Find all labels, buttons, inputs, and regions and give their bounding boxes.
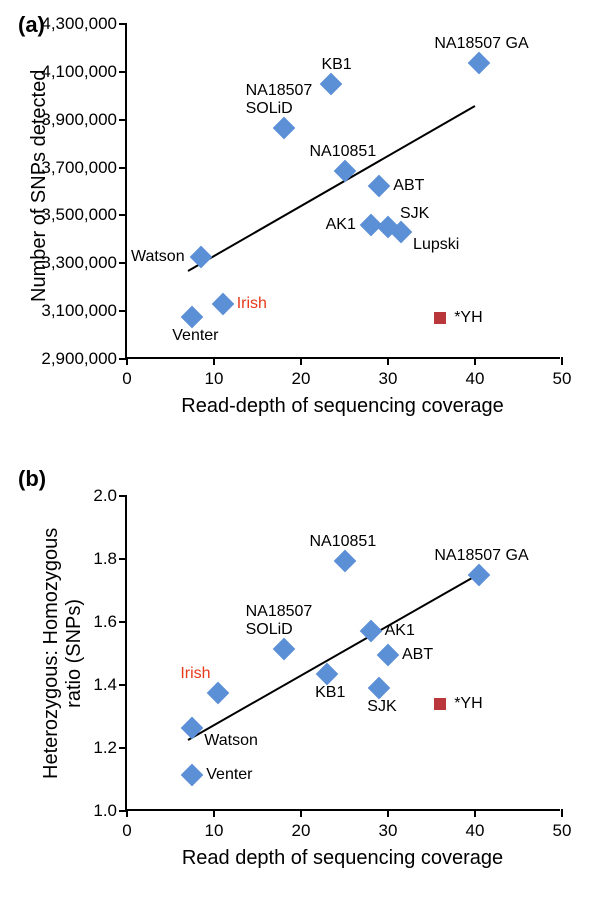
data-point-label: SJK [400, 205, 429, 223]
data-point-label: NA10851 [310, 533, 377, 551]
y-tick-label: 2.0 [77, 486, 117, 506]
x-axis-title-b: Read depth of sequencing coverage [182, 847, 503, 870]
y-axis-title-a: Number of SNPs detected [28, 69, 51, 301]
data-point-label: Venter [172, 327, 218, 345]
data-point-label: NA18507 GA [434, 547, 528, 565]
x-tick [300, 809, 302, 817]
data-point [181, 763, 204, 786]
y-tick [119, 684, 127, 686]
data-point [368, 677, 391, 700]
data-point-label: Venter [206, 766, 252, 784]
y-tick [119, 119, 127, 121]
data-point-label: NA18507SOLiD [246, 603, 313, 639]
data-point [272, 117, 295, 140]
y-tick-label: 4,300,000 [27, 14, 117, 34]
y-tick-label: 3,100,000 [27, 301, 117, 321]
x-tick-label: 40 [466, 821, 485, 841]
data-point-label: Lupski [413, 236, 459, 254]
x-axis-title-a: Read-depth of sequencing coverage [181, 395, 503, 418]
page: { "panel_a": { "label": "(a)", "type": "… [0, 0, 600, 913]
data-point [272, 637, 295, 660]
data-point-label: AK1 [326, 216, 356, 234]
data-point [434, 312, 446, 324]
panel-a: (a) 2,900,0003,100,0003,300,0003,500,000… [0, 0, 600, 456]
x-tick-label: 30 [379, 369, 398, 389]
data-point [434, 698, 446, 710]
data-point [468, 52, 491, 75]
y-axis-title-b: Heterozygous: Homozygousratio (SNPs) [40, 527, 86, 778]
y-tick [119, 747, 127, 749]
data-point-label: *YH [454, 309, 482, 327]
x-tick-label: 10 [205, 369, 224, 389]
x-tick [126, 357, 128, 365]
scatter-plot-b: 1.01.21.41.61.82.001020304050VenterWatso… [125, 496, 560, 811]
y-tick [119, 23, 127, 25]
x-tick [474, 809, 476, 817]
x-tick-label: 50 [553, 821, 572, 841]
data-point [333, 160, 356, 183]
data-point [181, 716, 204, 739]
data-point [333, 549, 356, 572]
x-tick [126, 809, 128, 817]
data-point-label: NA10851 [310, 143, 377, 161]
data-point-label: ABT [393, 177, 424, 195]
x-tick [213, 809, 215, 817]
x-tick-label: 40 [466, 369, 485, 389]
y-tick [119, 621, 127, 623]
x-tick [387, 809, 389, 817]
x-tick-label: 20 [292, 369, 311, 389]
y-tick [119, 262, 127, 264]
y-tick [119, 310, 127, 312]
y-tick-label: 1.0 [77, 801, 117, 821]
x-tick [213, 357, 215, 365]
data-point-label: ABT [402, 646, 433, 664]
data-point-label: KB1 [321, 56, 351, 74]
x-tick-label: 10 [205, 821, 224, 841]
x-tick-label: 0 [122, 369, 131, 389]
data-point-label: Irish [180, 665, 210, 683]
x-tick-label: 0 [122, 821, 131, 841]
x-tick [474, 357, 476, 365]
x-tick [387, 357, 389, 365]
scatter-plot-a: 2,900,0003,100,0003,300,0003,500,0003,70… [125, 24, 560, 359]
data-point-label: Irish [237, 295, 267, 313]
data-point [377, 644, 400, 667]
y-tick [119, 495, 127, 497]
x-tick [300, 357, 302, 365]
data-point [368, 174, 391, 197]
y-tick [119, 214, 127, 216]
x-tick [561, 357, 563, 365]
y-tick [119, 71, 127, 73]
data-point-label: Watson [131, 248, 185, 266]
y-tick [119, 167, 127, 169]
data-point-label: NA18507SOLiD [246, 82, 313, 118]
data-point-label: AK1 [385, 622, 415, 640]
x-tick-label: 20 [292, 821, 311, 841]
data-point-label: SJK [367, 698, 396, 716]
data-point-label: NA18507 GA [434, 35, 528, 53]
panel-b-label: (b) [18, 466, 46, 492]
x-tick-label: 30 [379, 821, 398, 841]
data-point-label: *YH [454, 695, 482, 713]
data-point [320, 72, 343, 95]
data-point [181, 306, 204, 329]
data-point-label: Watson [204, 732, 258, 750]
data-point-label: KB1 [315, 684, 345, 702]
data-point [207, 682, 230, 705]
y-tick-label: 2,900,000 [27, 349, 117, 369]
x-tick-label: 50 [553, 369, 572, 389]
data-point [190, 246, 213, 269]
data-point [211, 293, 234, 316]
data-point [468, 563, 491, 586]
panel-b: (b) 1.01.21.41.61.82.001020304050VenterW… [0, 456, 600, 913]
x-tick [561, 809, 563, 817]
y-tick [119, 558, 127, 560]
